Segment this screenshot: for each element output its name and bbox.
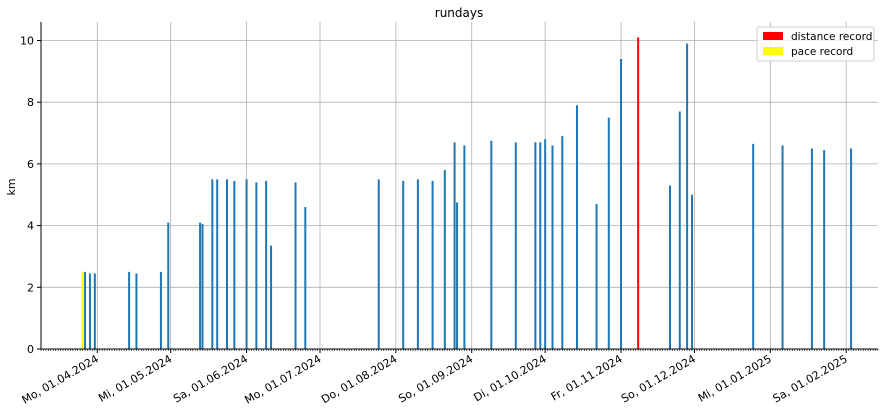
bars <box>81 37 853 350</box>
bar-2024-04-14 <box>128 271 131 349</box>
x-tick-label: Do, 01.08.2024 <box>319 352 399 406</box>
y-tick-label: 8 <box>27 96 34 109</box>
x-tick-label: Mo, 01.07.2024 <box>242 352 323 406</box>
bar-2024-09-09 <box>490 140 493 349</box>
bar-2024-08-21 <box>443 170 446 349</box>
bar-2024-10-08 <box>561 136 564 349</box>
y-axis-label: km <box>5 178 18 195</box>
bar-2024-03-29 <box>88 273 91 349</box>
bar-2024-06-05 <box>255 182 258 349</box>
bar-2024-11-30 <box>691 194 693 349</box>
bar-2024-09-27 <box>534 142 537 349</box>
bar-2024-08-29 <box>463 145 466 349</box>
legend: distance record pace record <box>756 26 875 62</box>
bar-2024-08-10 <box>416 179 419 349</box>
bar-2024-09-29 <box>539 142 542 349</box>
bar-2024-10-01 <box>544 139 547 349</box>
bar-2024-08-04 <box>402 180 405 349</box>
x-tick-label: Mo, 01.04.2024 <box>20 352 101 406</box>
bar-2024-12-25 <box>752 143 755 349</box>
x-tick-label: Di, 01.10.2024 <box>472 352 549 404</box>
bar-2024-10-04 <box>551 145 554 349</box>
bar-2025-01-18 <box>810 148 813 349</box>
legend-label-pace-record: pace record <box>791 46 853 58</box>
legend-label-distance-record: distance record <box>791 31 872 43</box>
y-tick-label: 4 <box>27 220 34 233</box>
bar-2024-10-22 <box>595 204 598 349</box>
x-tick-label: Mi, 01.01.2025 <box>696 352 774 405</box>
bar-2024-08-26 <box>456 202 459 349</box>
bar-2024-11-25 <box>678 111 681 349</box>
bar-2024-04-27 <box>159 271 162 349</box>
legend-box <box>756 26 875 62</box>
bar-2024-10-14 <box>575 105 578 349</box>
bar-2024-05-14 <box>201 224 204 349</box>
bar-2024-07-25 <box>377 179 380 349</box>
bar-2024-06-11 <box>270 245 273 349</box>
bar-2024-11-08 <box>637 37 640 349</box>
bar-2024-09-19 <box>514 142 517 349</box>
bar-2024-06-25 <box>304 207 307 349</box>
y-tick-label: 6 <box>27 158 34 171</box>
legend-swatch-pace-record <box>763 47 783 55</box>
bar-2025-01-06 <box>781 145 784 349</box>
legend-swatch-distance-record <box>763 32 783 40</box>
x-tick-label: Mi, 01.05.2024 <box>96 352 174 405</box>
y-tick-label: 0 <box>27 343 34 356</box>
bar-2024-05-13 <box>199 222 202 349</box>
bar-2024-11-28 <box>686 43 689 350</box>
x-tick-label: Fr, 01.11.2024 <box>549 352 625 403</box>
bar-2024-08-25 <box>453 142 456 349</box>
bar-2024-03-26 <box>81 271 84 349</box>
bar-2024-11-21 <box>668 185 671 349</box>
chart-title: rundays <box>435 6 483 20</box>
bar-2024-11-01 <box>620 59 623 350</box>
bar-2024-05-27 <box>233 180 236 349</box>
bar-2024-03-27 <box>84 271 87 349</box>
y-tick-label: 2 <box>27 281 34 294</box>
bar-2024-04-30 <box>167 222 170 349</box>
bar-2025-01-23 <box>823 150 826 349</box>
bar-2024-04-17 <box>135 273 138 349</box>
bar-2024-06-21 <box>294 182 297 349</box>
bar-2024-08-16 <box>431 180 434 349</box>
bar-2024-05-24 <box>226 179 228 349</box>
x-tick-label: So, 01.09.2024 <box>396 352 475 405</box>
x-tick-label: Sa, 01.02.2025 <box>771 352 850 405</box>
y-tick-label: 10 <box>20 35 34 48</box>
bar-2025-02-03 <box>850 148 853 349</box>
x-tick-label: Sa, 01.06.2024 <box>171 352 250 405</box>
bar-2024-03-31 <box>93 273 96 349</box>
bar-2024-06-01 <box>245 179 248 349</box>
y-axis: 0 2 4 6 8 10 <box>20 35 41 356</box>
bar-2024-05-20 <box>216 179 219 349</box>
x-tick-label: So, 01.12.2024 <box>619 352 698 405</box>
bar-2024-10-27 <box>607 117 610 349</box>
bar-2024-05-18 <box>211 179 214 349</box>
bar-2024-06-09 <box>265 180 268 349</box>
